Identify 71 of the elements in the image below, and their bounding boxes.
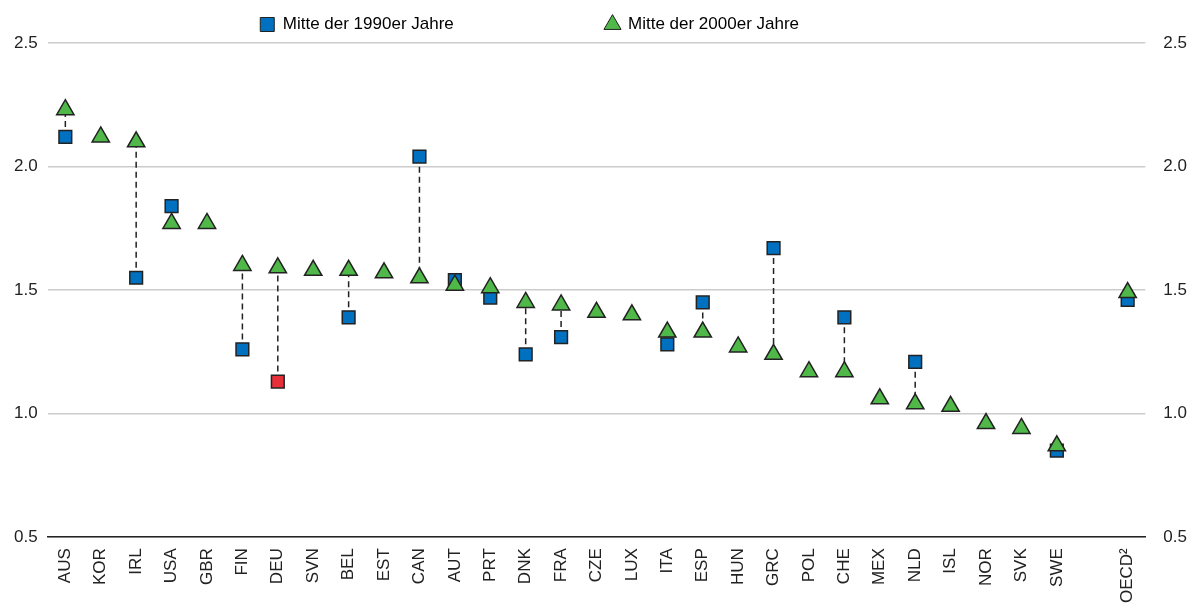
x-tick-label: NOR <box>975 548 995 586</box>
y2-tick-label: 1.0 <box>1163 403 1188 423</box>
y-tick-label: 0.5 <box>13 526 38 546</box>
point <box>232 254 252 272</box>
x-tick-label: CAN <box>409 548 429 585</box>
y-tick-label: 1.5 <box>13 279 38 299</box>
x-tick-label: AUT <box>444 548 464 583</box>
point <box>587 301 606 319</box>
point <box>410 267 429 284</box>
x-tick-label: AUS <box>55 548 75 584</box>
point <box>55 98 75 116</box>
point <box>834 360 854 378</box>
point <box>976 412 996 430</box>
x-tick-label: EST <box>373 548 393 582</box>
legend-label: Mitte der 2000er Jahre <box>628 14 941 34</box>
point <box>1012 417 1031 435</box>
point <box>126 131 146 148</box>
point <box>303 259 323 277</box>
point <box>764 343 783 361</box>
legend-label: Mitte der 1990er Jahre <box>282 14 596 34</box>
x-tick-label: LUX <box>621 548 641 582</box>
x-tick-label: DNK <box>515 547 535 585</box>
point <box>197 212 217 230</box>
x-tick-label: GRC <box>763 548 783 586</box>
point <box>622 304 642 321</box>
y-tick-label: 2.5 <box>13 32 38 52</box>
x-tick-label: FIN <box>232 548 252 576</box>
x-tick-label: ESP <box>692 548 712 583</box>
x-tick-label: KOR <box>90 548 110 586</box>
point <box>941 395 961 412</box>
point <box>91 126 111 143</box>
point <box>1047 435 1067 452</box>
point <box>870 388 890 405</box>
point <box>905 393 925 410</box>
x-tick-label: HUN <box>727 548 747 586</box>
x-tick-label: CHE <box>834 548 854 585</box>
x-tick-label: DEU <box>267 548 287 585</box>
y2-tick-label: 1.5 <box>1163 279 1188 299</box>
x-tick-label: BEL <box>338 548 358 581</box>
point <box>693 321 713 338</box>
y2-tick-label: 0.5 <box>1163 526 1188 546</box>
point <box>799 360 819 378</box>
x-tick-label: ISL <box>940 548 960 574</box>
point <box>728 336 748 353</box>
point <box>339 259 359 277</box>
x-tick-label: CZE <box>586 548 606 583</box>
point <box>516 291 536 309</box>
x-tick-label: GBR <box>196 548 216 586</box>
x-tick-label: SWE <box>1046 548 1066 587</box>
y2-tick-label: 2.0 <box>1163 156 1188 176</box>
y-tick-label: 2.0 <box>13 156 38 176</box>
x-tick-label: ITA <box>657 547 677 574</box>
point <box>657 321 677 338</box>
point <box>1118 281 1138 299</box>
point <box>551 294 571 311</box>
x-tick-label: POL <box>798 548 818 583</box>
x-tick-label: USA <box>161 547 181 584</box>
y-tick-label: 1.0 <box>13 403 38 423</box>
x-tick-label: NLD <box>904 548 924 583</box>
x-tick-label: SVK <box>1011 547 1031 583</box>
x-tick-label: SVN <box>302 548 322 584</box>
point <box>374 262 394 279</box>
y2-tick-label: 2.5 <box>1163 32 1188 52</box>
point <box>162 212 181 230</box>
point <box>480 276 500 294</box>
x-tick-label: MEX <box>869 548 889 586</box>
x-tick-label: IRL <box>125 548 145 575</box>
x-tick-label: PRT <box>479 548 499 582</box>
point <box>268 257 288 274</box>
x-tick-label: FRA <box>550 547 570 583</box>
x-tick-label: OECD² <box>1117 547 1137 603</box>
